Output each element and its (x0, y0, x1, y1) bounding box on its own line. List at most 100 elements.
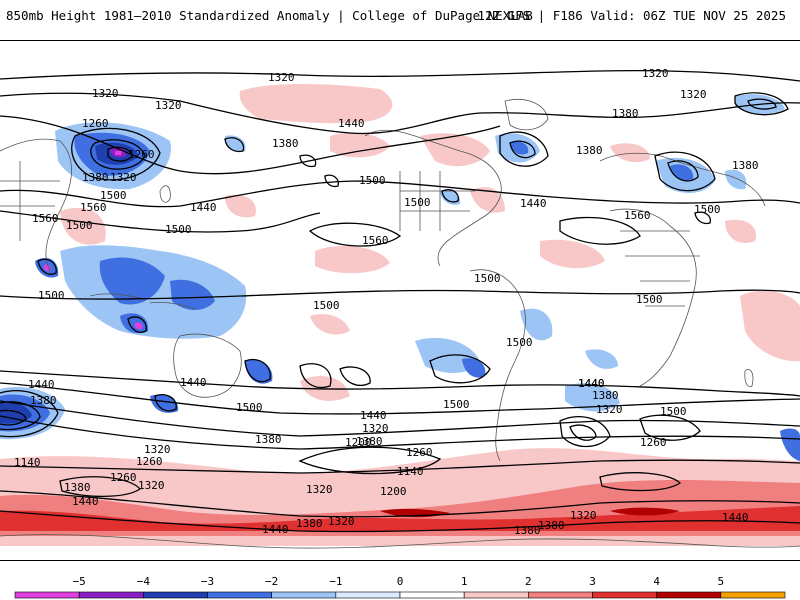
high-south-pacific (639, 414, 701, 441)
anomaly-map: 1320 1320 1320 1320 1440 1380 1380 1380 … (0, 40, 800, 561)
contour-label: 1140 (14, 456, 41, 469)
contour-1380-south (0, 400, 800, 437)
contour-label: 1380 (576, 144, 603, 157)
low-indian (244, 358, 271, 383)
australia-coast (173, 333, 242, 398)
low-kamchatka-core (107, 146, 133, 162)
pacific-negative-core (462, 358, 486, 378)
low-kamchatka-inner (90, 139, 146, 170)
contour-label: 1500 (236, 401, 263, 414)
low-kara (734, 92, 789, 116)
contour-label: 1320 (680, 88, 707, 101)
contour-label: 1500 (165, 223, 192, 236)
bay-of-bengal-center (43, 264, 51, 272)
low-hudson-inner (509, 140, 536, 159)
contour-label: 1140 (397, 465, 424, 478)
contour-label: 1200 (345, 436, 372, 449)
contour-1320-south (0, 415, 800, 450)
contour-label: 1380 (356, 435, 383, 448)
southern-positive-core-2 (610, 507, 680, 516)
japan-coast (159, 185, 171, 203)
contour-label: 1500 (359, 174, 386, 187)
india-positive (60, 207, 106, 245)
contour-1380-north (0, 92, 800, 135)
contour-label: 1440 (28, 378, 55, 391)
low-aleutian-small (299, 154, 317, 168)
contour-label: 1500 (636, 293, 663, 306)
contour-label: 1560 (32, 212, 59, 225)
contour-label: 1500 (443, 398, 470, 411)
contour-label: 1440 (72, 495, 99, 508)
gulf-negative (440, 189, 461, 205)
contour-label: 1440 (180, 376, 207, 389)
low-indian-2 (154, 394, 177, 412)
contour-1440-north (0, 115, 501, 175)
contour-1440-far (0, 510, 800, 533)
colorbar-bin (463, 591, 529, 599)
model-run-info: 12Z GFS | F186 Valid: 06Z TUE NOV 25 202… (477, 8, 786, 23)
contour-label: 1380 (514, 524, 541, 537)
colorbar-tick-label: −4 (137, 575, 151, 588)
china-borders (0, 161, 60, 241)
coastlines (0, 99, 800, 549)
contour-label: 1440 (722, 511, 749, 524)
contour-label: 1500 (38, 289, 65, 302)
contour-label: 1320 (155, 99, 182, 112)
contour-label: 1560 (624, 209, 651, 222)
contour-label: 1380 (296, 517, 323, 530)
greenland-coast (504, 99, 549, 131)
colorbar-bin (14, 591, 80, 599)
n-pacific-positive (315, 245, 390, 274)
colorbar-bin (720, 591, 786, 599)
s-pacific-positive (310, 314, 350, 335)
contour-label: 1440 (190, 201, 217, 214)
s-indian-negative-2 (150, 394, 179, 413)
low-alaska (224, 137, 245, 153)
kamchatka-low-peak (115, 151, 122, 155)
contour-1320-antarctic-loop (59, 476, 141, 498)
contour-label: 1500 (506, 336, 533, 349)
contour-label: 1260 (110, 471, 137, 484)
europe-coast (599, 152, 766, 207)
low-pacific-mid (299, 363, 332, 389)
contour-1500-north (0, 180, 800, 208)
contour-label: 1380 (30, 394, 57, 407)
low-nw-pacific-small (324, 174, 339, 188)
contour-label: 1380 (592, 389, 619, 402)
low-w-southern-3 (0, 409, 27, 426)
height-contours (0, 70, 800, 533)
contour-label: 1260 (136, 455, 163, 468)
contour-label: 1320 (144, 443, 171, 456)
colorbar-tick-label: −5 (73, 575, 86, 588)
contour-label: 1560 (362, 234, 389, 247)
west-southern-low-core (0, 402, 32, 424)
maritime-continent-negative-3 (170, 279, 215, 310)
contour-label: 1440 (262, 523, 289, 536)
contour-label: 1380 (538, 519, 565, 532)
n-africa-positive (225, 194, 256, 218)
contour-1320-antarctic-loop-2 (599, 472, 682, 492)
contour-label: 1320 (362, 422, 389, 435)
contour-label: 1320 (596, 403, 623, 416)
low-europe-small (694, 211, 711, 225)
contour-label: 1320 (306, 483, 333, 496)
contour-1500-tropics (0, 289, 800, 300)
contour-label: 1380 (732, 159, 759, 172)
colorbar-tick-label: −2 (265, 575, 278, 588)
low-gulf (441, 189, 459, 203)
contour-1440-south (0, 382, 800, 415)
contour-1200-south (298, 446, 442, 475)
madagascar-coast (744, 369, 754, 388)
contour-label: 1260 (82, 117, 109, 130)
maritime-continent-negative-2 (99, 257, 165, 305)
hudson-bay-negative-core (510, 141, 529, 155)
contour-label: 1200 (380, 485, 407, 498)
colorbar-bin (656, 591, 722, 599)
contour-label: 1440 (338, 117, 365, 130)
colorbar-tick-label: 3 (589, 575, 596, 588)
contour-1320-north (0, 70, 800, 82)
map-title: 850mb Height 1981–2010 Standardized Anom… (6, 8, 533, 23)
colorbar-bin (78, 591, 144, 599)
s-africa-positive (740, 290, 800, 362)
europe-negative (725, 169, 747, 190)
